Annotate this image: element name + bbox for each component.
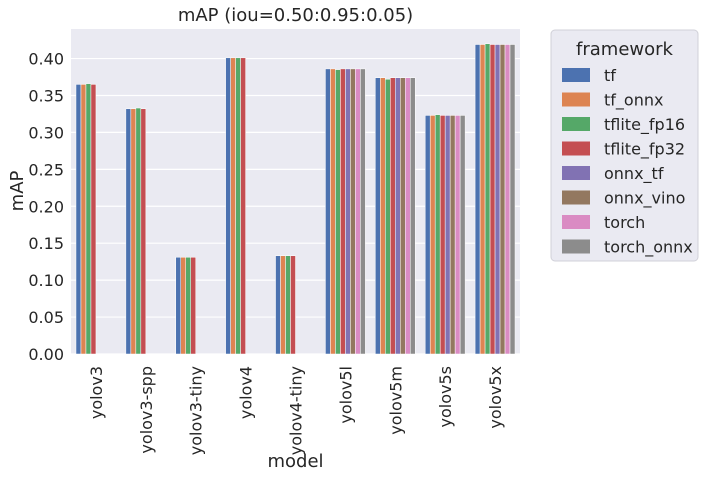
- bar-yolov4-tflite_fp32: [240, 57, 246, 355]
- bars: [75, 43, 516, 355]
- legend-label: tf_onnx: [604, 91, 663, 111]
- y-tick-label: 0.05: [28, 308, 64, 327]
- bar-yolov3-tiny-tflite_fp32: [190, 256, 196, 355]
- legend-label: tf: [604, 66, 616, 85]
- bar-yolov4-tiny-tf_onnx: [280, 255, 286, 355]
- bar-yolov4-tflite_fp16: [235, 57, 241, 355]
- bar-yolov5s-onnx_tf: [444, 115, 451, 355]
- y-tick-label: 0.00: [28, 345, 64, 364]
- chart-title: mAP (iou=0.50:0.95:0.05): [178, 5, 413, 26]
- bar-yolov3-tflite_fp32: [90, 84, 97, 355]
- legend-label: onnx_vino: [604, 189, 685, 209]
- legend-label: tflite_fp16: [604, 115, 685, 135]
- legend-swatch-onnx_vino: [562, 190, 590, 205]
- bar-yolov5x-tf: [474, 44, 481, 355]
- y-tick-label: 0.10: [28, 271, 64, 290]
- x-tick-labels: yolov3 yolov3-spp yolov3-tiny yolov4 yolov4-…: [87, 366, 505, 455]
- x-axis-label: model: [267, 451, 323, 472]
- bar-yolov5s-torch_onnx: [459, 115, 466, 355]
- bar-yolov5s-tf_onnx: [429, 115, 436, 355]
- bar-yolov3-spp-tflite_fp16: [135, 107, 142, 355]
- bar-yolov5l-tflite_fp32: [340, 68, 346, 355]
- bar-yolov5l-tf: [325, 68, 331, 355]
- bar-yolov5x-onnx_vino: [499, 44, 506, 355]
- y-tick-label: 0.35: [28, 86, 64, 105]
- x-tick-label: yolov5l: [336, 366, 355, 424]
- bar-yolov5x-tflite_fp32: [489, 44, 496, 355]
- bar-yolov5l-tf_onnx: [330, 68, 336, 355]
- x-tick-label: yolov3-tiny: [187, 366, 206, 455]
- y-tick-label: 0.25: [28, 160, 64, 179]
- bar-yolov3-tf_onnx: [80, 84, 87, 355]
- bar-yolov3-spp-tf_onnx: [130, 108, 137, 355]
- bar-yolov5s-torch: [454, 115, 461, 355]
- bar-yolov3-tiny-tflite_fp16: [185, 256, 191, 355]
- bar-yolov5x-torch_onnx: [509, 44, 516, 355]
- legend: framework tf tf_onnx tflite_fp16 tflite_fp3…: [550, 29, 699, 262]
- bar-yolov5m-torch_onnx: [409, 77, 416, 355]
- bar-yolov3-tflite_fp16: [85, 83, 92, 355]
- bar-yolov4-tf: [225, 57, 231, 355]
- legend-swatch-tf_onnx: [562, 92, 590, 107]
- x-tick-label: yolov5x: [486, 366, 505, 429]
- legend-swatch-torch: [562, 215, 590, 229]
- y-tick-labels: 0.00 0.05 0.10 0.15 0.20 0.25 0.30 0.35 0.40: [28, 50, 64, 364]
- bar-yolov5m-tf: [375, 77, 381, 355]
- bar-yolov3-spp-tf: [125, 108, 132, 355]
- bar-yolov5m-tflite_fp32: [390, 77, 396, 355]
- bar-yolov5s-tflite_fp16: [434, 114, 441, 355]
- bar-yolov3-tf: [75, 84, 82, 355]
- y-axis-label: mAP: [7, 171, 28, 212]
- bar-yolov5m-onnx_tf: [395, 77, 401, 355]
- y-tick-label: 0.40: [28, 50, 64, 69]
- x-tick-label: yolov4-tiny: [287, 366, 306, 455]
- bar-yolov5x-tflite_fp16: [484, 43, 491, 355]
- legend-swatch-onnx_tf: [562, 166, 590, 180]
- bar-yolov4-tiny-tf: [275, 255, 281, 355]
- bar-yolov3-spp-tflite_fp32: [140, 108, 147, 355]
- x-tick-label: yolov5m: [386, 366, 405, 435]
- y-tick-label: 0.15: [28, 234, 64, 253]
- bar-yolov5x-onnx_tf: [494, 44, 501, 355]
- legend-label: onnx_tf: [604, 164, 664, 184]
- y-tick-label: 0.30: [28, 123, 64, 142]
- bar-yolov5l-torch: [355, 68, 361, 355]
- bar-yolov4-tiny-tflite_fp32: [290, 255, 296, 355]
- bar-yolov5x-torch: [504, 44, 511, 355]
- x-tick-label: yolov5s: [436, 366, 455, 427]
- x-tick-label: yolov3: [87, 366, 106, 419]
- x-tick-label: yolov3-spp: [137, 366, 156, 454]
- legend-swatch-torch_onnx: [562, 239, 590, 254]
- bar-yolov5l-onnx_tf: [345, 68, 351, 355]
- bar-yolov3-tiny-tf_onnx: [180, 256, 186, 355]
- bar-yolov5l-torch_onnx: [360, 68, 366, 355]
- y-tick-label: 0.20: [28, 197, 64, 216]
- legend-label: tflite_fp32: [604, 140, 685, 160]
- bar-yolov5l-onnx_vino: [350, 68, 356, 355]
- bar-yolov5m-tflite_fp16: [385, 78, 391, 355]
- bar-yolov5m-torch: [405, 77, 411, 355]
- bar-yolov5l-tflite_fp16: [335, 69, 341, 355]
- bar-yolov5m-tf_onnx: [380, 77, 386, 355]
- bar-yolov5s-tf: [424, 115, 431, 355]
- legend-swatch-tflite_fp32: [562, 141, 590, 156]
- bar-yolov5x-tf_onnx: [479, 44, 486, 355]
- bar-yolov4-tiny-tflite_fp16: [285, 255, 291, 355]
- legend-swatch-tflite_fp16: [562, 117, 590, 131]
- legend-label: torch_onnx: [604, 238, 693, 258]
- x-tick-label: yolov4: [237, 366, 256, 419]
- bar-yolov5m-onnx_vino: [400, 77, 406, 355]
- bar-yolov4-tf_onnx: [230, 57, 236, 355]
- legend-swatch-tf: [562, 68, 590, 82]
- bar-yolov3-tiny-tf: [175, 256, 182, 355]
- legend-label: torch: [604, 213, 645, 232]
- bar-yolov5s-onnx_vino: [449, 115, 456, 355]
- bar-yolov5s-tflite_fp32: [439, 115, 446, 355]
- legend-title: framework: [576, 39, 674, 60]
